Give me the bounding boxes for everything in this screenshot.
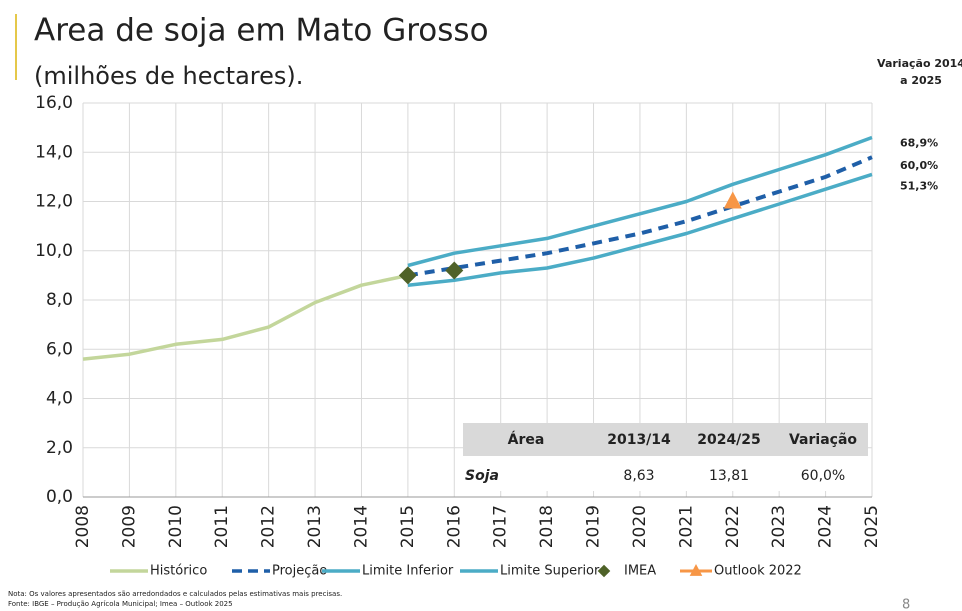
x-tick-label: 2015 — [398, 505, 418, 548]
x-tick-label: 2020 — [630, 505, 650, 548]
y-tick-label: 10,0 — [35, 241, 73, 261]
marker — [689, 564, 703, 576]
table-cell: 60,0% — [801, 468, 845, 484]
legend-label: Histórico — [150, 564, 207, 579]
x-tick-label: 2012 — [259, 505, 279, 548]
table-cell: Soja — [465, 468, 499, 484]
marker — [597, 564, 611, 578]
x-tick-label: 2023 — [769, 505, 789, 548]
y-tick-label: 2,0 — [46, 438, 73, 458]
y-tick-label: 16,0 — [35, 93, 73, 113]
x-tick-label: 2025 — [862, 505, 882, 548]
page-number: 8 — [902, 598, 910, 611]
y-tick-label: 14,0 — [35, 142, 73, 162]
marker — [398, 266, 417, 285]
note: Fonte: IBGE – Produção Agrícola Municipa… — [8, 600, 233, 608]
x-tick-label: 2009 — [119, 505, 139, 548]
chart-title: Area de soja em Mato Grosso — [34, 13, 489, 49]
y-tick-label: 6,0 — [46, 339, 73, 359]
x-tick-label: 2014 — [351, 505, 371, 548]
table-header: 2013/14 — [607, 432, 671, 448]
series-line — [407, 135, 873, 268]
x-tick-label: 2021 — [676, 505, 696, 548]
end-label: 68,9% — [900, 136, 938, 149]
end-label: 60,0% — [900, 159, 938, 172]
annotation-title: a 2025 — [900, 74, 942, 87]
note: Nota: Os valores apresentados são arredo… — [8, 590, 342, 598]
table-header: 2024/25 — [697, 432, 761, 448]
x-tick-label: 2024 — [816, 505, 836, 548]
y-tick-label: 0,0 — [46, 487, 73, 507]
series-line — [82, 273, 409, 361]
series-line — [407, 155, 873, 278]
y-tick-label: 12,0 — [35, 192, 73, 212]
legend-label: IMEA — [624, 564, 656, 579]
legend-label: Outlook 2022 — [714, 564, 802, 579]
legend-label: Limite Inferior — [362, 564, 454, 579]
table-header-bg — [463, 423, 868, 456]
annotation-title: Variação 2014 — [877, 57, 962, 70]
x-tick-label: 2010 — [166, 505, 186, 548]
x-tick-label: 2008 — [73, 505, 93, 548]
marker — [445, 261, 464, 280]
end-label: 51,3% — [900, 179, 938, 192]
legend-label: Limite Superior — [500, 564, 600, 579]
series-line — [407, 172, 873, 287]
chart-subtitle: (milhões de hectares). — [34, 62, 303, 90]
table-header: Variação — [789, 432, 857, 448]
x-tick-label: 2022 — [723, 505, 743, 548]
x-tick-label: 2013 — [305, 505, 325, 548]
marker — [723, 191, 742, 209]
x-tick-label: 2016 — [444, 505, 464, 548]
table-header: Área — [508, 431, 545, 448]
x-tick-label: 2018 — [537, 505, 557, 548]
y-tick-label: 8,0 — [46, 290, 73, 310]
x-tick-label: 2019 — [584, 505, 604, 548]
x-tick-label: 2011 — [212, 505, 232, 548]
y-tick-label: 4,0 — [46, 389, 73, 409]
table-cell: 8,63 — [623, 468, 654, 484]
table-cell: 13,81 — [709, 468, 749, 484]
x-tick-label: 2017 — [491, 505, 511, 548]
legend-label: Projeção — [272, 564, 327, 579]
